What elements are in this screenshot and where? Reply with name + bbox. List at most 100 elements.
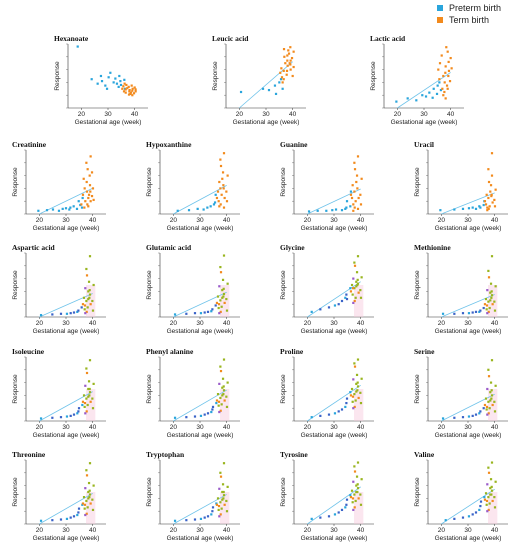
- term-point: [88, 293, 92, 296]
- chart-title-tryptophan: Tryptophan: [146, 450, 185, 459]
- term-point: [225, 309, 229, 312]
- term-point: [490, 389, 493, 392]
- legend: Preterm birth Term birth: [437, 2, 525, 26]
- term-point: [489, 282, 493, 285]
- term-point: [85, 190, 89, 193]
- term-point: [484, 297, 488, 301]
- term-point: [356, 207, 360, 210]
- term-point: [83, 503, 87, 506]
- x-tick-label: 20: [170, 217, 178, 224]
- term-point: [90, 194, 94, 198]
- term-point: [485, 503, 488, 506]
- term-point: [220, 305, 223, 308]
- preterm-point: [72, 205, 75, 208]
- term-point: [279, 71, 282, 74]
- term-point: [85, 367, 88, 370]
- term-point: [222, 462, 226, 465]
- preterm-point: [310, 416, 313, 419]
- term-point: [221, 289, 224, 292]
- term-point: [359, 296, 363, 299]
- term-point: [131, 94, 134, 97]
- term-point: [485, 193, 488, 196]
- preterm-point: [173, 416, 177, 419]
- term-point: [216, 497, 220, 500]
- term-point: [222, 206, 226, 209]
- preterm-point: [90, 78, 93, 81]
- term-shaded-region: [86, 285, 96, 317]
- term-point: [485, 499, 489, 503]
- term-point: [88, 289, 91, 292]
- term-point: [219, 265, 222, 269]
- preterm-point: [45, 209, 49, 212]
- x-tick-label: 40: [491, 320, 499, 327]
- preterm-point: [435, 92, 439, 96]
- x-axis-label: Gestational age (week): [435, 535, 502, 542]
- preterm-point: [345, 293, 348, 296]
- preterm-point: [439, 88, 443, 92]
- preterm-point: [112, 81, 115, 84]
- chart-panel-isoleucine: Isoleucine 20 30 40 Gestational age (week) Re…: [8, 347, 118, 447]
- preterm-point: [123, 78, 126, 81]
- preterm-point: [211, 506, 215, 509]
- term-point: [286, 59, 289, 62]
- preterm-point: [185, 519, 188, 522]
- term-point: [127, 85, 130, 88]
- term-point: [443, 81, 446, 84]
- term-point: [487, 471, 491, 474]
- term-point: [353, 393, 356, 396]
- x-tick-label: 40: [357, 424, 365, 431]
- term-point: [218, 515, 221, 518]
- preterm-point: [479, 309, 482, 312]
- preterm-point: [76, 45, 79, 48]
- term-shaded-region: [86, 389, 96, 421]
- chart-title-uracil: Uracil: [414, 140, 434, 149]
- term-point: [489, 299, 492, 302]
- x-tick-label: 20: [170, 320, 178, 327]
- x-tick-label: 20: [170, 527, 178, 534]
- term-point: [84, 312, 87, 315]
- preterm-point: [340, 299, 344, 303]
- term-shaded-region: [86, 492, 96, 524]
- term-point: [89, 200, 92, 203]
- term-point: [219, 310, 222, 313]
- preterm-point: [444, 519, 447, 522]
- term-point: [88, 489, 91, 492]
- x-tick-label: 30: [196, 527, 204, 534]
- chart-title-hexanoate: Hexanoate: [54, 34, 89, 43]
- preterm-point: [279, 78, 283, 81]
- x-tick-label: 30: [330, 424, 338, 431]
- y-axis-label: Response: [146, 270, 153, 300]
- chart-panel-creatinine: Creatinine 20 30 40 Gestational age (week) Re…: [8, 140, 118, 240]
- term-point: [349, 290, 353, 293]
- preterm-point: [118, 74, 121, 78]
- term-shaded-region: [354, 389, 364, 421]
- term-point: [445, 84, 449, 87]
- term-point: [489, 493, 492, 496]
- term-point: [487, 466, 490, 469]
- term-point: [225, 395, 228, 398]
- term-point: [357, 196, 360, 200]
- term-point: [222, 385, 225, 388]
- y-axis-label: Response: [12, 270, 19, 300]
- preterm-point: [65, 312, 69, 315]
- preterm-point: [478, 205, 481, 208]
- term-point: [217, 504, 221, 508]
- preterm-point: [340, 209, 344, 212]
- x-tick-label: 20: [304, 424, 312, 431]
- preterm-point: [51, 519, 54, 522]
- term-point: [289, 68, 292, 71]
- preterm-point: [69, 206, 72, 209]
- preterm-point: [461, 207, 465, 210]
- trend-line: [39, 493, 93, 525]
- x-tick-label: 30: [464, 424, 472, 431]
- term-point: [86, 203, 89, 206]
- preterm-point: [261, 87, 265, 90]
- chart-title-aspartic-acid: Aspartic acid: [12, 243, 55, 252]
- term-point: [486, 289, 489, 292]
- x-tick-label: 20: [438, 424, 446, 431]
- term-point: [444, 65, 447, 68]
- chart-title-valine: Valine: [414, 450, 435, 459]
- term-point: [353, 287, 356, 290]
